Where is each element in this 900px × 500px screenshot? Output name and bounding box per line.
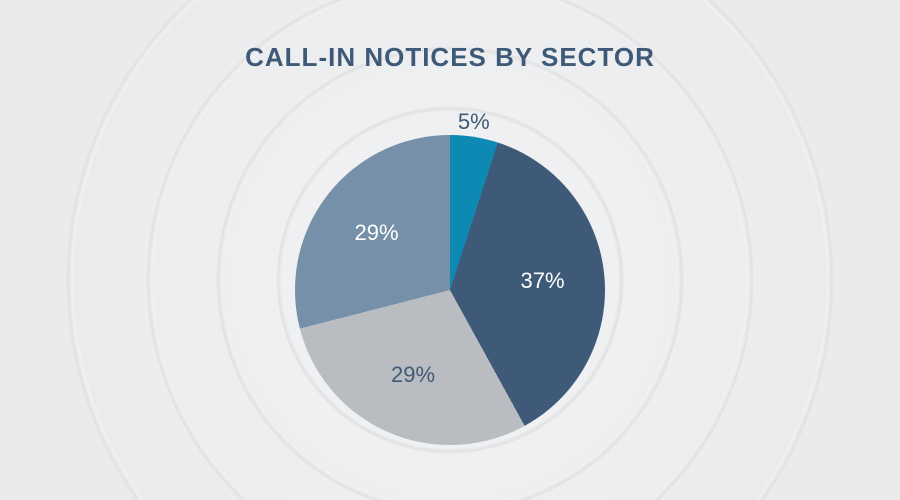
pie-slice-label: 37%	[521, 268, 565, 294]
chart-canvas: CALL-IN NOTICES BY SECTOR 5% 37% 29% 29%	[0, 0, 900, 500]
pie-slice-label: 29%	[391, 362, 435, 388]
pie-slice-label: 29%	[354, 220, 398, 246]
chart-title: CALL-IN NOTICES BY SECTOR	[0, 42, 900, 73]
pie-chart: 5%37%29%29%	[295, 135, 605, 445]
pie-slice-label: 5%	[458, 109, 490, 135]
